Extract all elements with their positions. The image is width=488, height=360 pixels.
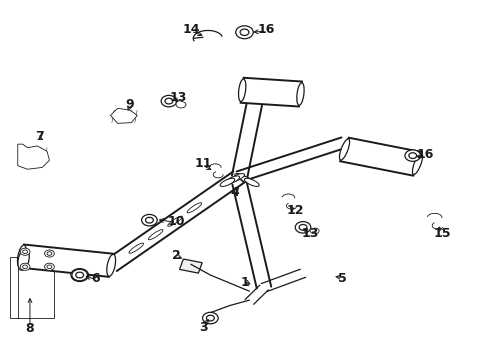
Ellipse shape — [411, 153, 422, 175]
Text: 13: 13 — [170, 91, 187, 104]
Ellipse shape — [244, 178, 259, 186]
Ellipse shape — [22, 250, 27, 253]
Ellipse shape — [161, 95, 176, 107]
Ellipse shape — [71, 269, 88, 282]
Ellipse shape — [339, 139, 349, 160]
Ellipse shape — [106, 254, 115, 276]
Ellipse shape — [142, 215, 157, 226]
Ellipse shape — [224, 176, 239, 184]
Text: 1: 1 — [240, 276, 248, 289]
Polygon shape — [240, 78, 301, 107]
Polygon shape — [340, 138, 421, 176]
Ellipse shape — [202, 312, 218, 324]
Ellipse shape — [238, 79, 245, 102]
Ellipse shape — [404, 150, 420, 161]
Text: 16: 16 — [257, 23, 275, 36]
Text: 14: 14 — [182, 23, 199, 36]
Ellipse shape — [229, 174, 244, 182]
Ellipse shape — [75, 272, 84, 278]
Polygon shape — [20, 244, 113, 277]
Ellipse shape — [129, 243, 143, 253]
Ellipse shape — [145, 217, 153, 223]
Ellipse shape — [20, 263, 30, 270]
Ellipse shape — [47, 252, 52, 255]
Ellipse shape — [220, 178, 234, 186]
Text: 13: 13 — [301, 227, 318, 240]
Ellipse shape — [47, 265, 52, 269]
Ellipse shape — [296, 83, 304, 105]
Text: 8: 8 — [25, 322, 34, 335]
Ellipse shape — [235, 26, 253, 39]
Bar — [10, 257, 54, 318]
Ellipse shape — [22, 265, 27, 269]
Ellipse shape — [18, 245, 26, 267]
Ellipse shape — [20, 248, 30, 255]
Ellipse shape — [76, 272, 83, 278]
Ellipse shape — [239, 176, 254, 184]
Text: 4: 4 — [230, 186, 239, 199]
Polygon shape — [33, 249, 46, 256]
Text: 9: 9 — [125, 98, 134, 111]
Text: 2: 2 — [171, 249, 180, 262]
Text: 15: 15 — [432, 227, 450, 240]
Ellipse shape — [18, 249, 29, 270]
Ellipse shape — [44, 263, 54, 270]
Ellipse shape — [234, 174, 249, 182]
Polygon shape — [34, 263, 45, 269]
Text: 6: 6 — [91, 272, 100, 285]
Ellipse shape — [299, 225, 306, 230]
Text: 16: 16 — [415, 148, 433, 161]
Ellipse shape — [206, 315, 214, 321]
Ellipse shape — [187, 203, 201, 213]
Polygon shape — [18, 144, 49, 169]
Ellipse shape — [408, 153, 416, 158]
Text: 12: 12 — [286, 204, 304, 217]
Ellipse shape — [295, 222, 310, 233]
Text: 7: 7 — [35, 130, 44, 144]
Ellipse shape — [72, 269, 87, 281]
Polygon shape — [179, 259, 202, 273]
Text: 5: 5 — [337, 272, 346, 285]
Ellipse shape — [44, 250, 54, 257]
Ellipse shape — [167, 216, 182, 226]
Ellipse shape — [148, 230, 163, 240]
Text: 10: 10 — [167, 215, 184, 228]
Text: 3: 3 — [198, 320, 207, 333]
Polygon shape — [110, 108, 137, 123]
Ellipse shape — [240, 29, 248, 36]
Ellipse shape — [164, 98, 172, 104]
Text: 11: 11 — [194, 157, 211, 170]
